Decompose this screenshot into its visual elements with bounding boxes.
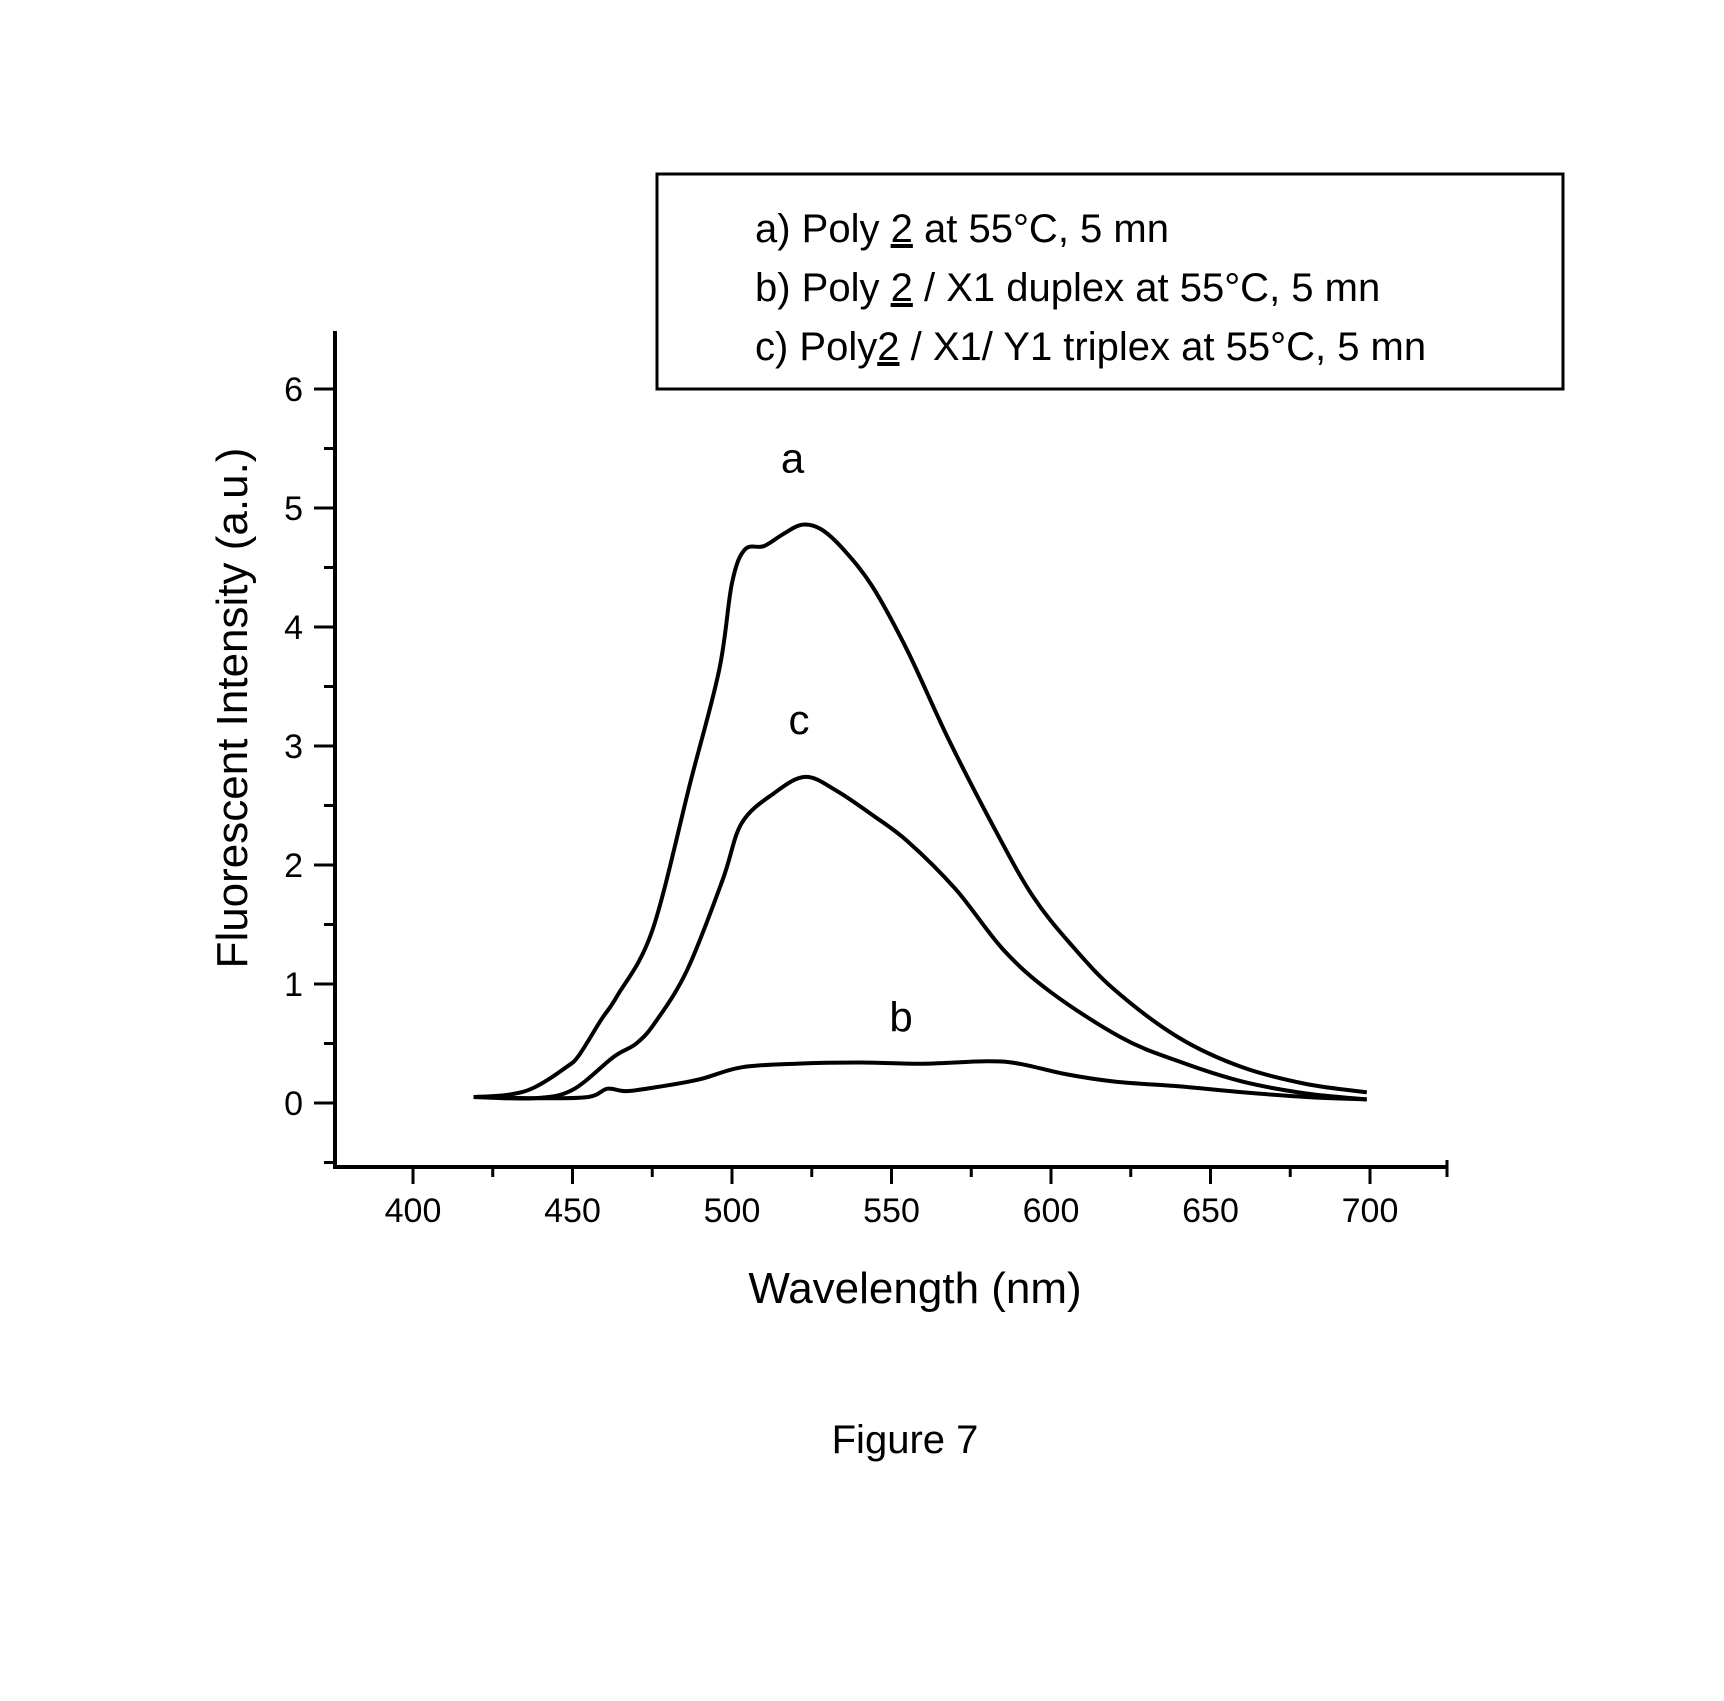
y-tick-label: 0 xyxy=(284,1085,303,1123)
x-tick-label: 600 xyxy=(1023,1192,1080,1230)
curve-a xyxy=(473,522,1368,1099)
axes: 0 1 2 3 4 5 6 400 450 500 550 600 650 700 xyxy=(284,331,1449,1230)
y-tick-label: 3 xyxy=(284,728,303,766)
figure-caption: Figure 7 xyxy=(832,1418,979,1462)
legend-box xyxy=(655,172,1565,391)
y-axis-title: Fluorescent Intensity (a.u.) xyxy=(208,448,257,969)
x-tick-label: 450 xyxy=(544,1192,601,1230)
legend-item-a: a) Poly 2 at 55°C, 5 mn xyxy=(755,207,1169,251)
legend-item-c: c) Poly2 / X1/ Y1 triplex at 55°C, 5 mn xyxy=(755,325,1426,369)
x-tick-label: 700 xyxy=(1342,1192,1399,1230)
legend-underlined-2: 2 xyxy=(891,266,913,310)
curve-label-c: c xyxy=(788,696,809,743)
curve-c xyxy=(473,774,1367,1102)
curve-b xyxy=(473,1059,1367,1102)
x-tick-label: 400 xyxy=(385,1192,442,1230)
x-tick-label: 550 xyxy=(863,1192,920,1230)
y-tick-label: 6 xyxy=(284,371,303,409)
curve-label-a: a xyxy=(781,434,805,481)
legend-item-b: b) Poly 2 / X1 duplex at 55°C, 5 mn xyxy=(755,266,1380,310)
y-tick-label: 1 xyxy=(284,966,303,1004)
legend-underlined-2: 2 xyxy=(877,325,899,369)
x-tick-label: 650 xyxy=(1182,1192,1239,1230)
legend: a) Poly 2 at 55°C, 5 mn b) Poly 2 / X1 d… xyxy=(655,172,1565,391)
y-tick-label: 2 xyxy=(284,847,303,885)
y-tick-label: 5 xyxy=(284,490,303,528)
y-ticks: 0 1 2 3 4 5 6 xyxy=(284,371,335,1164)
data-curves xyxy=(473,522,1368,1102)
legend-underlined-2: 2 xyxy=(891,207,913,251)
curve-labels: a c b xyxy=(781,434,913,1040)
x-ticks: 400 450 500 550 600 650 700 xyxy=(385,1160,1449,1230)
curve-label-b: b xyxy=(889,994,912,1041)
y-tick-label: 4 xyxy=(284,609,303,647)
x-axis-title: Wavelength (nm) xyxy=(748,1264,1081,1313)
x-tick-label: 500 xyxy=(704,1192,761,1230)
